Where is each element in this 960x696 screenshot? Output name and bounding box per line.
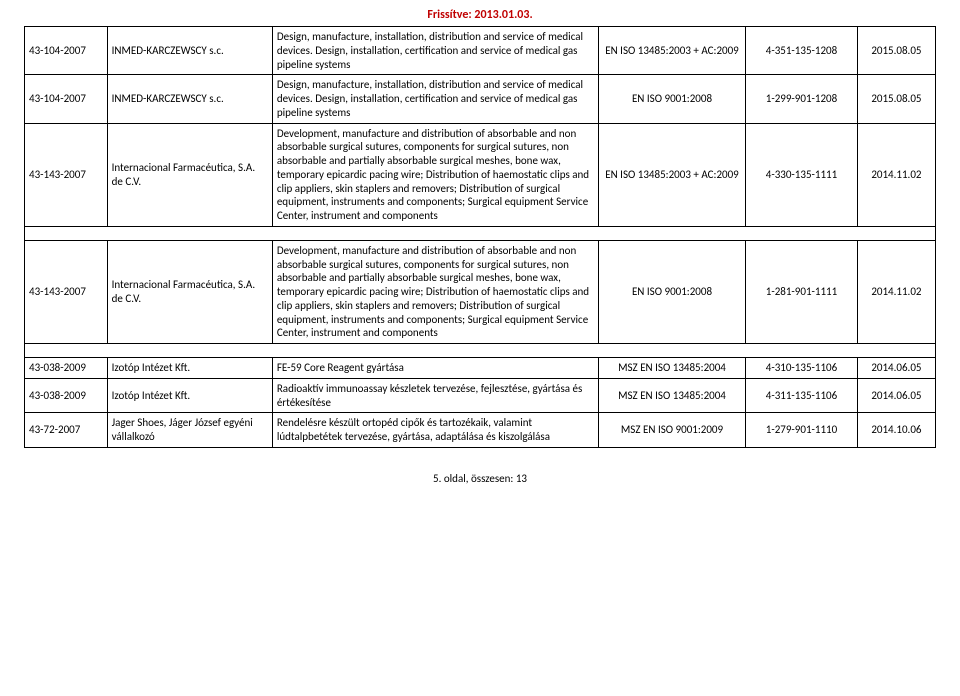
table-spacer: [25, 226, 936, 240]
cell-code: 1-299-901-1208: [746, 75, 858, 123]
cell-id: 43-143-2007: [25, 123, 108, 226]
cell-company: Izotóp Intézet Kft.: [107, 378, 272, 413]
cell-desc: Design, manufacture, installation, distr…: [272, 27, 598, 75]
cell-code: 4-351-135-1208: [746, 27, 858, 75]
table-row: 43-143-2007 Internacional Farmacéutica, …: [25, 123, 936, 226]
cell-company: Jager Shoes, Jáger József egyéni vállalk…: [107, 413, 272, 448]
cell-desc: Radioaktív immunoassay készletek tervezé…: [272, 378, 598, 413]
table-row: 43-104-2007 INMED-KARCZEWSCY s.c. Design…: [25, 27, 936, 75]
cell-id: 43-72-2007: [25, 413, 108, 448]
page-footer: 5. oldal, összesen: 13: [24, 472, 936, 485]
page-header: Frissítve: 2013.01.03.: [24, 8, 936, 22]
cell-id: 43-104-2007: [25, 75, 108, 123]
table-row: 43-104-2007 INMED-KARCZEWSCY s.c. Design…: [25, 75, 936, 123]
cell-date: 2014.11.02: [857, 240, 935, 343]
cell-id: 43-038-2009: [25, 358, 108, 379]
cell-id: 43-038-2009: [25, 378, 108, 413]
cell-date: 2014.11.02: [857, 123, 935, 226]
cell-id: 43-104-2007: [25, 27, 108, 75]
table-spacer: [25, 344, 936, 358]
cell-standard: EN ISO 13485:2003 + AC:2009: [598, 27, 745, 75]
page: Frissítve: 2013.01.03. 43-104-2007 INMED…: [0, 0, 960, 485]
table-row: 43-038-2009 Izotóp Intézet Kft. FE-59 Co…: [25, 358, 936, 379]
cell-desc: FE-59 Core Reagent gyártása: [272, 358, 598, 379]
cell-standard: EN ISO 9001:2008: [598, 240, 745, 343]
cell-date: 2014.10.06: [857, 413, 935, 448]
cell-desc: Design, manufacture, installation, distr…: [272, 75, 598, 123]
cell-code: 1-281-901-1111: [746, 240, 858, 343]
cell-id: 43-143-2007: [25, 240, 108, 343]
cell-standard: MSZ EN ISO 13485:2004: [598, 378, 745, 413]
table-row: 43-038-2009 Izotóp Intézet Kft. Radioakt…: [25, 378, 936, 413]
cell-standard: MSZ EN ISO 9001:2009: [598, 413, 745, 448]
cell-code: 4-310-135-1106: [746, 358, 858, 379]
cell-date: 2014.06.05: [857, 378, 935, 413]
cell-date: 2015.08.05: [857, 27, 935, 75]
cell-company: INMED-KARCZEWSCY s.c.: [107, 27, 272, 75]
cell-date: 2014.06.05: [857, 358, 935, 379]
cell-code: 1-279-901-1110: [746, 413, 858, 448]
cell-code: 4-311-135-1106: [746, 378, 858, 413]
cell-standard: MSZ EN ISO 13485:2004: [598, 358, 745, 379]
cell-company: INMED-KARCZEWSCY s.c.: [107, 75, 272, 123]
table-row: 43-72-2007 Jager Shoes, Jáger József egy…: [25, 413, 936, 448]
cell-standard: EN ISO 9001:2008: [598, 75, 745, 123]
cell-company: Izotóp Intézet Kft.: [107, 358, 272, 379]
table-row: 43-143-2007 Internacional Farmacéutica, …: [25, 240, 936, 343]
cell-code: 4-330-135-1111: [746, 123, 858, 226]
cell-standard: EN ISO 13485:2003 + AC:2009: [598, 123, 745, 226]
cell-desc: Development, manufacture and distributio…: [272, 240, 598, 343]
cell-desc: Development, manufacture and distributio…: [272, 123, 598, 226]
cell-desc: Rendelésre készült ortopéd cipők és tart…: [272, 413, 598, 448]
cell-date: 2015.08.05: [857, 75, 935, 123]
cell-company: Internacional Farmacéutica, S.A. de C.V.: [107, 123, 272, 226]
data-table: 43-104-2007 INMED-KARCZEWSCY s.c. Design…: [24, 26, 936, 448]
cell-company: Internacional Farmacéutica, S.A. de C.V.: [107, 240, 272, 343]
